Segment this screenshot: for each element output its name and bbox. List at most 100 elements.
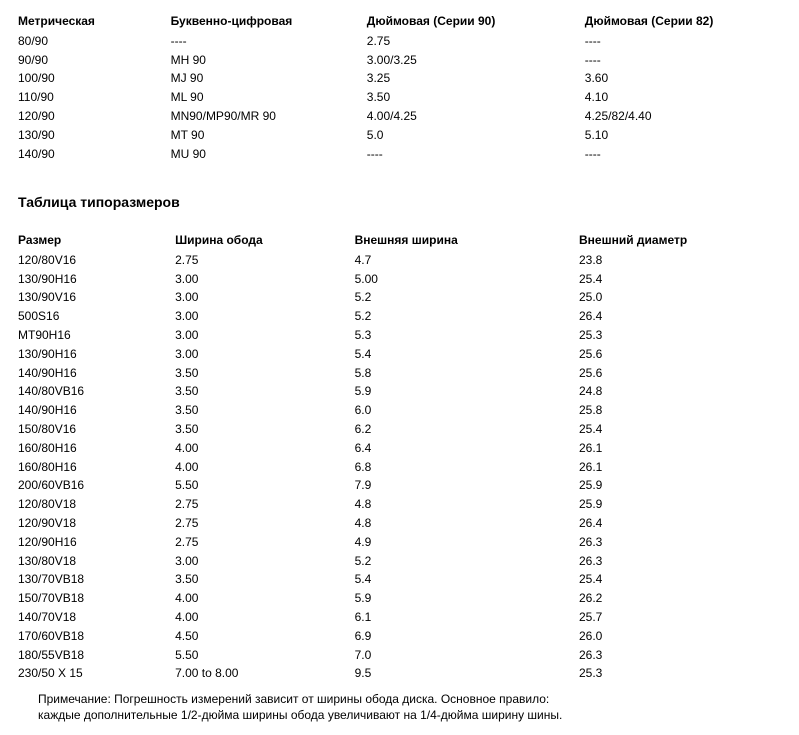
table-cell: 3.00/3.25 — [367, 51, 585, 70]
table-cell: MT 90 — [171, 126, 367, 145]
table-cell: 3.50 — [175, 382, 355, 401]
col-header-size: Размер — [18, 231, 175, 251]
col-header-alpha: Буквенно-цифровая — [171, 12, 367, 32]
table-cell: 130/90V16 — [18, 288, 175, 307]
table-cell: 80/90 — [18, 32, 171, 51]
table-cell: 230/50 X 15 — [18, 664, 175, 683]
table-row: 140/70V184.006.125.7 — [18, 608, 781, 627]
table-cell: 500S16 — [18, 307, 175, 326]
table-cell: ---- — [585, 32, 781, 51]
table-cell: 100/90 — [18, 69, 171, 88]
table-row: 160/80H164.006.826.1 — [18, 458, 781, 477]
table-row: 110/90ML 903.504.10 — [18, 88, 781, 107]
table-row: 100/90MJ 903.253.60 — [18, 69, 781, 88]
table-cell: 25.0 — [579, 288, 781, 307]
table-cell: 3.00 — [175, 345, 355, 364]
table-row: 80/90----2.75---- — [18, 32, 781, 51]
table-cell: 25.4 — [579, 420, 781, 439]
table-cell: 2.75 — [175, 495, 355, 514]
col-header-metric: Метрическая — [18, 12, 171, 32]
table-cell: 120/90 — [18, 107, 171, 126]
table-cell: ---- — [585, 51, 781, 70]
table-row: 120/80V182.754.825.9 — [18, 495, 781, 514]
table-cell: MU 90 — [171, 145, 367, 164]
table-cell: 3.00 — [175, 326, 355, 345]
table-cell: 23.8 — [579, 251, 781, 270]
table-cell: 5.9 — [355, 382, 579, 401]
table-cell: ---- — [171, 32, 367, 51]
table-cell: 2.75 — [367, 32, 585, 51]
size-table: Размер Ширина обода Внешняя ширина Внешн… — [18, 231, 781, 683]
table-cell: 140/80VB16 — [18, 382, 175, 401]
table-cell: 130/90H16 — [18, 345, 175, 364]
table-row: 130/80V183.005.226.3 — [18, 552, 781, 571]
table-cell: 4.00/4.25 — [367, 107, 585, 126]
table-cell: 7.0 — [355, 646, 579, 665]
table-cell: 5.0 — [367, 126, 585, 145]
table-cell: 6.9 — [355, 627, 579, 646]
table-cell: 5.4 — [355, 570, 579, 589]
table-cell: 25.4 — [579, 270, 781, 289]
table-row: 130/90MT 905.05.10 — [18, 126, 781, 145]
table-row: 90/90MH 903.00/3.25---- — [18, 51, 781, 70]
table-row: MT90H163.005.325.3 — [18, 326, 781, 345]
table-cell: MT90H16 — [18, 326, 175, 345]
table-cell: 3.00 — [175, 307, 355, 326]
footnote-line: Примечание: Погрешность измерений зависи… — [38, 691, 781, 707]
table-row: 140/90H163.505.825.6 — [18, 364, 781, 383]
table-row: 120/80V162.754.723.8 — [18, 251, 781, 270]
table-row: 160/80H164.006.426.1 — [18, 439, 781, 458]
table-cell: 4.25/82/4.40 — [585, 107, 781, 126]
table-cell: 5.2 — [355, 552, 579, 571]
table-row: 200/60VB165.507.925.9 — [18, 476, 781, 495]
table-row: 130/70VB183.505.425.4 — [18, 570, 781, 589]
table-cell: 130/90 — [18, 126, 171, 145]
table-cell: 120/90H16 — [18, 533, 175, 552]
table-cell: 200/60VB16 — [18, 476, 175, 495]
table-cell: 4.00 — [175, 608, 355, 627]
table-cell: 6.1 — [355, 608, 579, 627]
table-cell: 4.7 — [355, 251, 579, 270]
table-row: 130/90V163.005.225.0 — [18, 288, 781, 307]
table-cell: 26.1 — [579, 439, 781, 458]
table-cell: 3.50 — [175, 420, 355, 439]
table-cell: 6.2 — [355, 420, 579, 439]
table-cell: 5.50 — [175, 646, 355, 665]
table-cell: ---- — [585, 145, 781, 164]
table-cell: 110/90 — [18, 88, 171, 107]
table-cell: 5.4 — [355, 345, 579, 364]
table-cell: 140/90H16 — [18, 401, 175, 420]
table-cell: 26.0 — [579, 627, 781, 646]
table-cell: 5.3 — [355, 326, 579, 345]
table-header-row: Размер Ширина обода Внешняя ширина Внешн… — [18, 231, 781, 251]
table-cell: 3.00 — [175, 288, 355, 307]
table-cell: 4.9 — [355, 533, 579, 552]
table-cell: 5.00 — [355, 270, 579, 289]
table-cell: 2.75 — [175, 533, 355, 552]
table-cell: MJ 90 — [171, 69, 367, 88]
table-cell: 5.50 — [175, 476, 355, 495]
table-cell: 3.00 — [175, 552, 355, 571]
table-cell: 2.75 — [175, 251, 355, 270]
table-cell: ML 90 — [171, 88, 367, 107]
table-cell: MN90/MP90/MR 90 — [171, 107, 367, 126]
table-row: 180/55VB185.507.026.3 — [18, 646, 781, 665]
table-cell: 7.9 — [355, 476, 579, 495]
table-cell: MH 90 — [171, 51, 367, 70]
table-cell: 26.4 — [579, 514, 781, 533]
table-cell: 24.8 — [579, 382, 781, 401]
col-header-ext-width: Внешняя ширина — [355, 231, 579, 251]
col-header-inch82: Дюймовая (Серии 82) — [585, 12, 781, 32]
table-cell: 7.00 to 8.00 — [175, 664, 355, 683]
table-cell: 6.8 — [355, 458, 579, 477]
table-row: 120/90H162.754.926.3 — [18, 533, 781, 552]
table-row: 130/90H163.005.425.6 — [18, 345, 781, 364]
table-cell: 6.0 — [355, 401, 579, 420]
col-header-rim-width: Ширина обода — [175, 231, 355, 251]
table-cell: 26.1 — [579, 458, 781, 477]
table-cell: 26.2 — [579, 589, 781, 608]
conversion-table-body: 80/90----2.75----90/90MH 903.00/3.25----… — [18, 32, 781, 164]
table-cell: 5.9 — [355, 589, 579, 608]
table-cell: 3.00 — [175, 270, 355, 289]
table-cell: 130/90H16 — [18, 270, 175, 289]
